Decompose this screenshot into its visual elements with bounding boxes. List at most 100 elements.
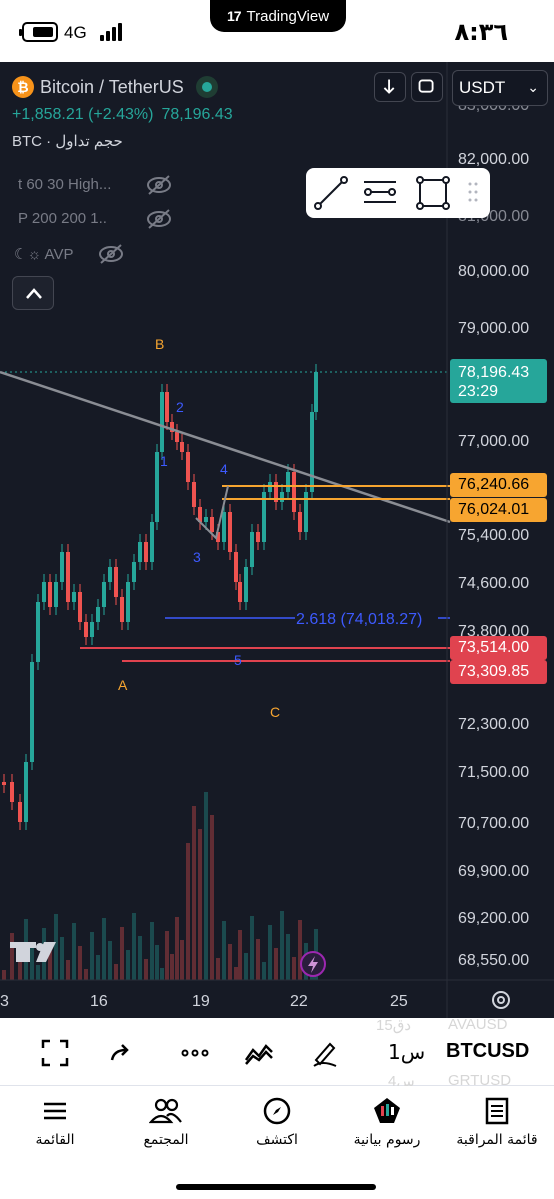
price-axis-label: 72,300.00 [458,716,529,733]
currency-select[interactable]: USDT ⌄ [452,70,548,106]
tab-menu[interactable]: القائمة [0,1096,110,1148]
status-bar: 4G 17 TradingView ٨:٣٦ [0,0,554,62]
candle [198,507,202,522]
candle [36,602,40,662]
candle [292,472,296,512]
volume-bar [204,792,208,980]
candle [48,582,52,607]
volume-bar [228,944,232,980]
rectangle-tool-icon[interactable] [416,176,450,210]
candle [114,567,118,597]
candle [108,567,112,582]
trendline[interactable] [0,370,451,524]
tab-explore[interactable]: اكتشف [222,1096,332,1148]
drawing-pen-icon[interactable] [310,1038,340,1068]
flash-icon[interactable] [300,951,326,977]
volume-indicator-label[interactable]: BTC · حجم تداول [12,133,123,150]
volume-bar [2,970,6,980]
fullscreen-icon[interactable] [40,1038,70,1068]
compare-button[interactable] [411,72,443,102]
tab-community-label: المجتمع [143,1132,189,1148]
trend-line-tool-icon[interactable] [314,176,348,210]
candle [144,542,148,562]
volume-bar [192,806,196,980]
scroll-down-button[interactable] [374,72,406,102]
eye-off-icon[interactable] [98,243,124,265]
tab-charts[interactable]: رسوم بيانية [332,1096,442,1148]
symbol-button[interactable]: BTCUSD [446,1040,530,1062]
candle [314,372,318,412]
price-axis[interactable]: 82,000.00 80,000.00 79,000.00 77,000.00 75,4… [458,97,529,969]
last-price-tag: 78,196.43 23:29 [450,359,547,403]
volume-bar [144,959,148,980]
app-pill[interactable]: 17 TradingView [210,0,346,32]
candle [234,552,238,582]
candle [160,392,164,452]
indicators-icon[interactable] [244,1038,274,1068]
time-axis[interactable]: 3 16 19 22 25 [0,993,408,1010]
eye-off-icon[interactable] [146,174,172,196]
axis-settings-icon[interactable] [492,991,510,1009]
volume-bar [274,948,278,980]
share-icon[interactable] [106,1038,136,1068]
candle [170,422,174,432]
wave-label-c: C [270,704,280,720]
moon-sun-icon: ☾☼ [14,246,42,263]
candle [204,517,208,522]
fib-label: 2.618 (74,018.27) [296,611,422,628]
tab-watchlist[interactable]: قائمة المراقبة [442,1096,552,1148]
candle [286,472,290,492]
indicator-row-2[interactable]: P 200 200 1.. [18,210,107,227]
candle [138,542,142,562]
tradingview-logo-icon: 17 [226,8,242,24]
chart-legend[interactable]: ₿ Bitcoin / TetherUS +1,858.21 (+2.43%) … [12,76,233,150]
volume-bar [96,955,100,980]
wave-label-a: A [118,677,128,693]
charts-icon [374,1098,400,1123]
tab-explore-label: اكتشف [256,1132,298,1148]
candle [262,492,266,542]
price-chart[interactable]: 2.618 (74,018.27) B A C 1 2 3 4 5 82,000… [0,62,554,1018]
candle [256,532,260,542]
eye-off-icon[interactable] [146,208,172,230]
candle [126,582,130,622]
community-icon [149,1098,182,1124]
candle [165,392,169,422]
line-style-tool-icon[interactable] [364,181,396,203]
volume-bar [108,941,112,980]
candle [304,492,308,532]
tab-watchlist-label: قائمة المراقبة [456,1132,538,1148]
price-axis-label: 77,000.00 [458,433,529,450]
volume-bar [256,939,260,980]
timeframe-button[interactable]: 1س [388,1040,426,1064]
indicator-row-3[interactable]: ☾☼ AVP [14,245,73,263]
chart-area[interactable]: 2.618 (74,018.27) B A C 1 2 3 4 5 82,000… [0,62,554,1018]
more-icon[interactable] [180,1038,210,1068]
candle [18,802,22,822]
candle [186,452,190,482]
candle [90,622,94,637]
volume-bar [90,932,94,980]
indicator-row-1[interactable]: t 60 30 High... [18,176,112,193]
candle [42,582,46,602]
candle [10,782,14,802]
drawing-toolbar[interactable] [306,168,490,218]
volume-bar [48,951,52,980]
candle [210,517,214,532]
volume-bar [150,922,154,980]
ghost-symbol-2: GRTUSD [448,1072,512,1089]
price-axis-label: 68,550.00 [458,952,529,969]
drag-handle-icon[interactable] [468,182,478,202]
wave-label-b: B [155,336,164,352]
volume-bar [234,967,238,980]
candle [274,482,278,502]
chevron-down-icon: ⌄ [527,79,539,95]
last-price: 78,196.43 [161,106,233,123]
level-tag-2: 76,024.01 [450,498,547,522]
clock: ٨:٣٦ [454,18,508,46]
tab-community[interactable]: المجتمع [111,1096,221,1148]
wave-label-2: 2 [176,399,184,415]
collapse-legend-button[interactable] [12,276,54,310]
battery-icon [19,22,58,42]
candle [96,607,100,622]
